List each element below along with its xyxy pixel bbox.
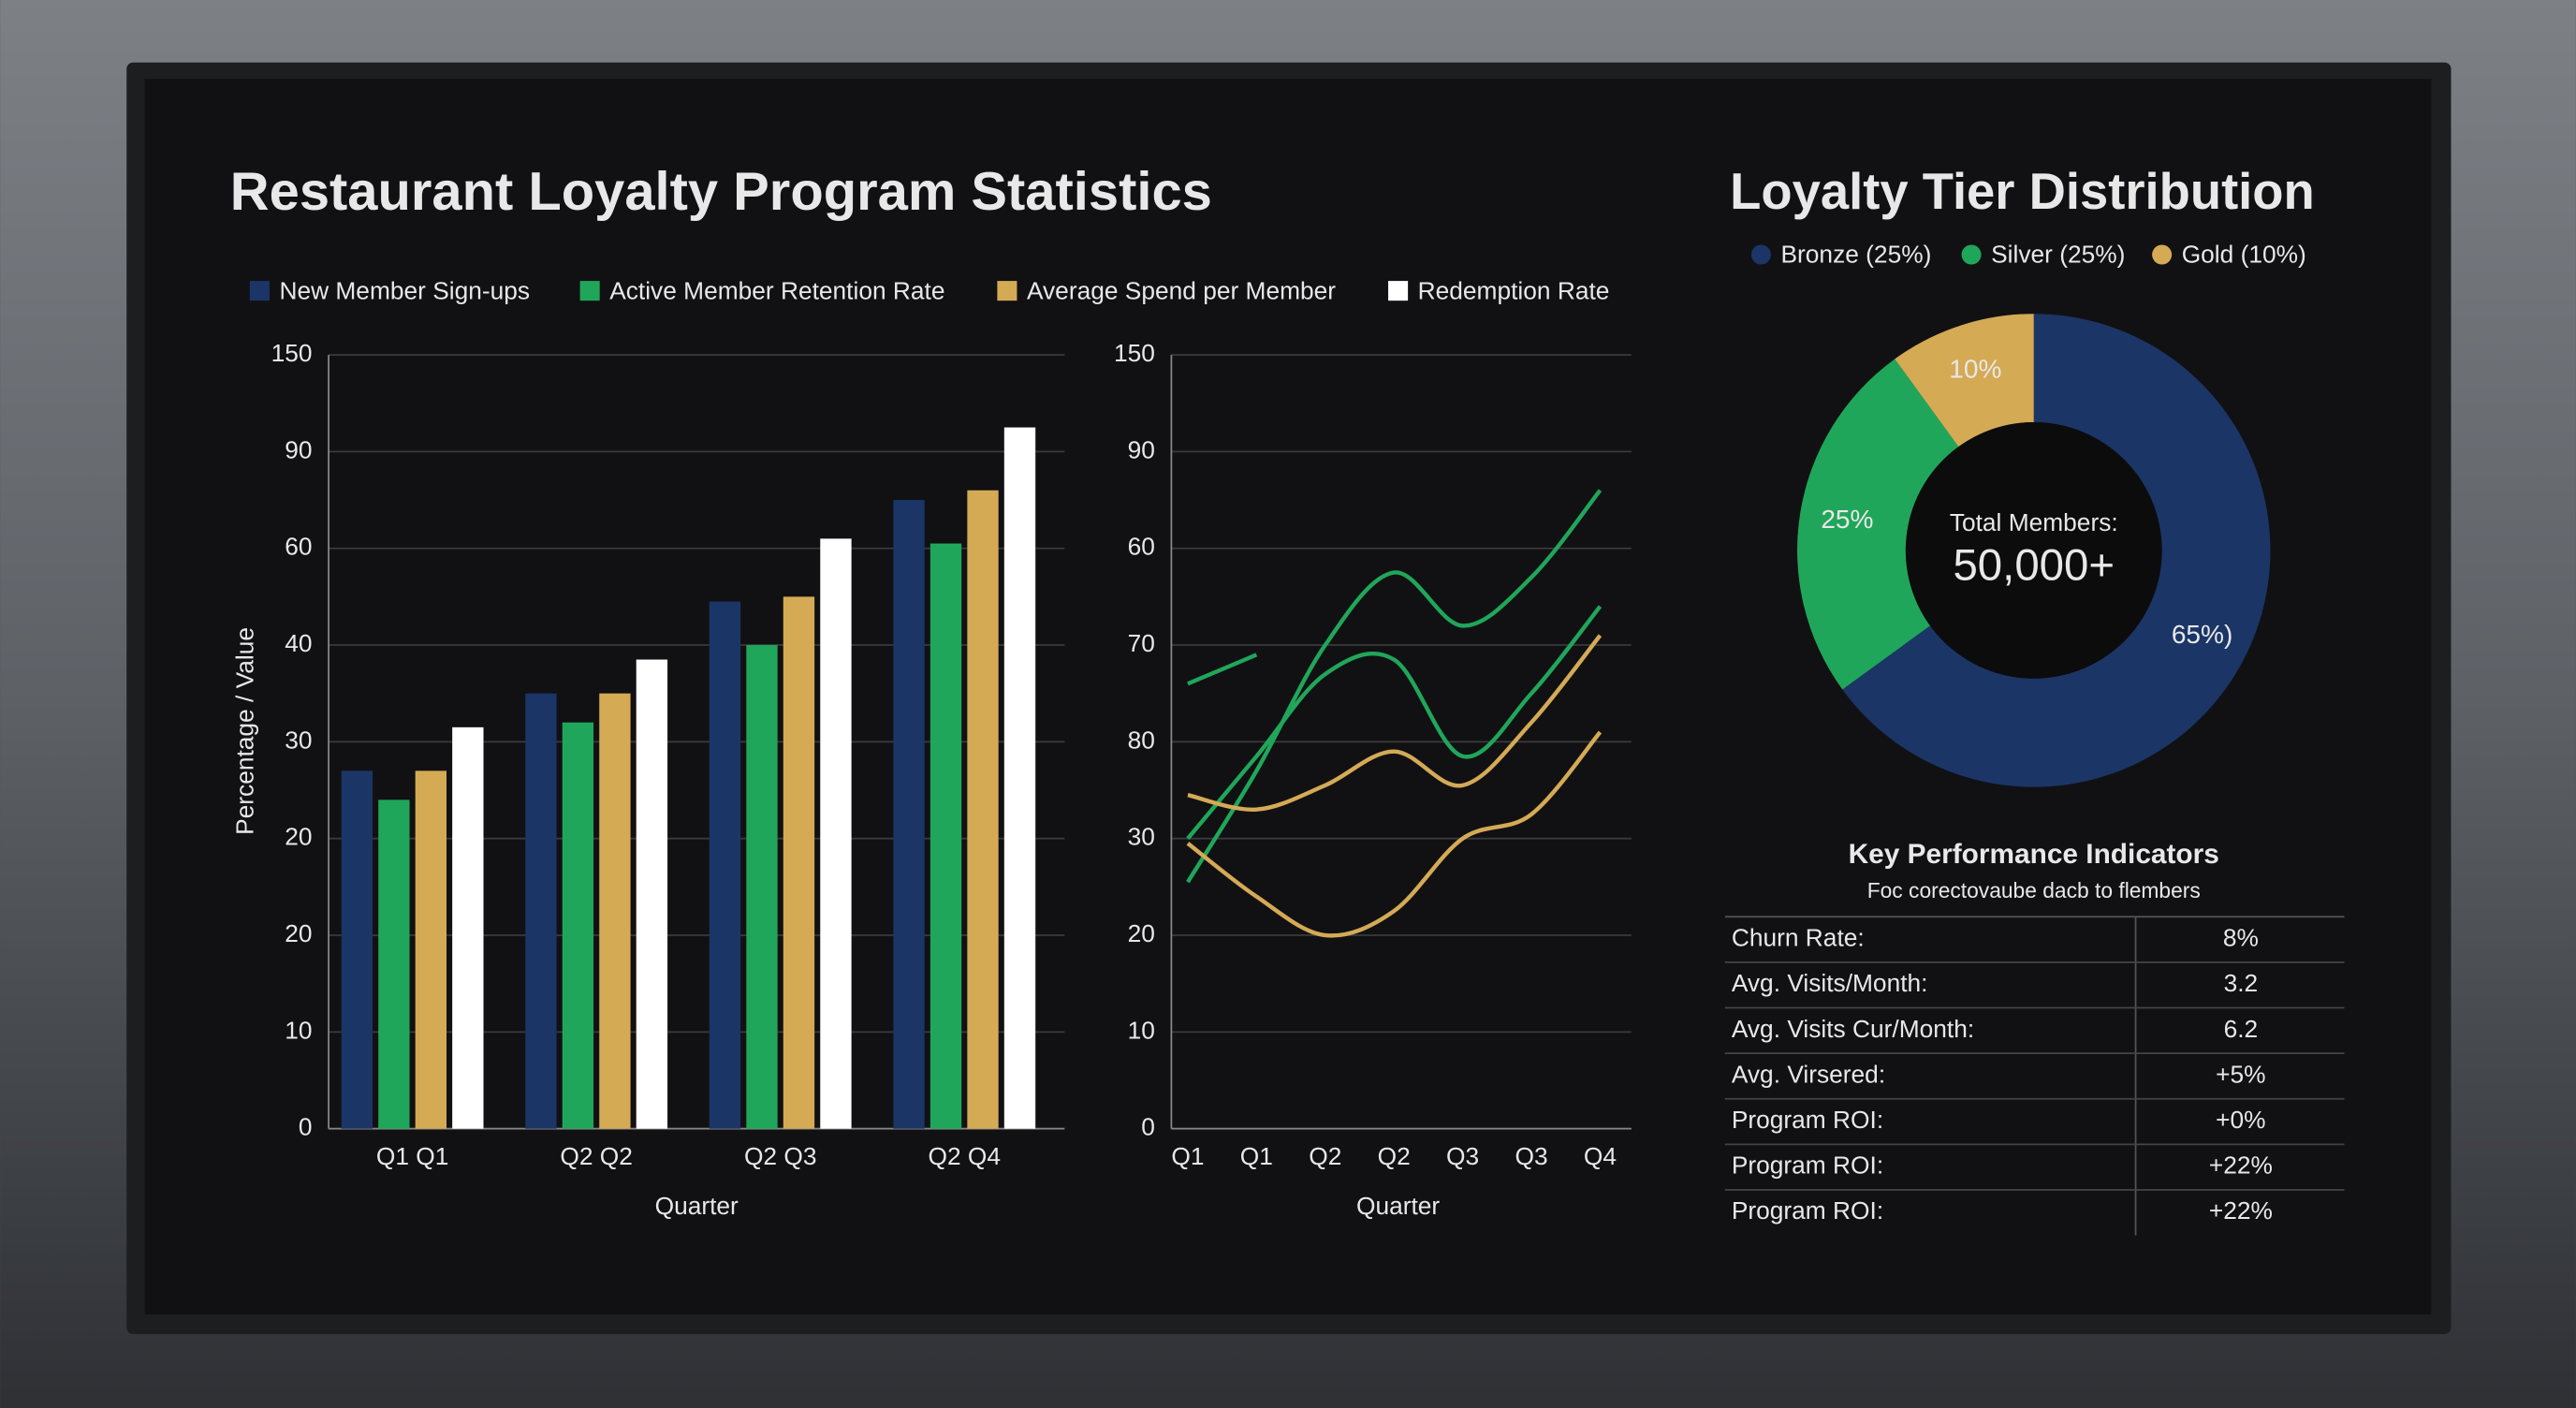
kpi-value: 6.2 <box>2224 1015 2259 1043</box>
bar <box>783 596 815 1129</box>
legend-label: Bronze (25%) <box>1780 241 1931 269</box>
kpi-value: 8% <box>2223 924 2259 952</box>
x-tick-label: Q2 <box>1309 1142 1341 1170</box>
y-tick-label: 30 <box>1128 823 1155 851</box>
y-tick-label: 0 <box>1141 1113 1155 1141</box>
line-series <box>1186 489 1603 884</box>
legend-dot <box>2152 244 2173 265</box>
line-series <box>1186 605 1603 841</box>
x-tick-label: Q3 <box>1446 1142 1479 1170</box>
x-tick-label: Q2 Q2 <box>560 1142 633 1170</box>
line-series <box>1187 634 1603 812</box>
bar <box>525 693 557 1129</box>
y-tick-label: 0 <box>299 1113 313 1141</box>
y-tick-label: 30 <box>285 726 312 754</box>
legend-dot <box>1750 244 1771 265</box>
kpi-value: 3.2 <box>2224 969 2259 997</box>
pie-title: Loyalty Tier Distribution <box>1730 163 2315 220</box>
x-axis-label: Quarter <box>1356 1192 1440 1220</box>
bar <box>415 770 447 1129</box>
x-tick-label: Q3 <box>1515 1142 1547 1170</box>
bar <box>967 490 999 1129</box>
y-axis-label: Percentage / Value <box>230 627 258 835</box>
bar <box>341 770 373 1129</box>
y-tick-label: 20 <box>285 823 312 851</box>
y-tick-label: 20 <box>285 919 312 947</box>
kpi-subtitle: Foc corectovaube dacb to flembers <box>1867 878 2201 902</box>
y-tick-label: 20 <box>1128 919 1155 947</box>
kpi-value: +5% <box>2216 1060 2265 1088</box>
y-tick-label: 60 <box>285 533 312 561</box>
kpi-label: Program ROI: <box>1732 1151 1883 1180</box>
y-tick-label: 90 <box>285 435 312 463</box>
center-value: 50,000+ <box>1953 541 2115 591</box>
bar <box>378 799 410 1129</box>
bar <box>709 601 741 1129</box>
x-tick-label: Q1 <box>1240 1142 1273 1170</box>
y-tick-label: 80 <box>1128 726 1155 754</box>
kpi-label: Avg. Virsered: <box>1732 1060 1885 1088</box>
legend-dot <box>1961 244 1982 265</box>
kpi-value: +0% <box>2216 1106 2265 1134</box>
kpi-value: +22% <box>2209 1196 2273 1225</box>
y-tick-label: 70 <box>1128 629 1155 657</box>
bar <box>893 500 925 1129</box>
legend-swatch <box>579 281 600 301</box>
x-axis-label: Quarter <box>655 1192 739 1220</box>
kpi-label: Avg. Visits/Month: <box>1732 969 1928 997</box>
pie-slice <box>1797 359 1959 690</box>
legend-swatch <box>997 281 1017 301</box>
x-tick-label: Q2 <box>1378 1142 1411 1170</box>
x-tick-label: Q1 Q1 <box>376 1142 449 1170</box>
pie-slice <box>1842 314 2271 787</box>
legend-label: Gold (10%) <box>2182 241 2306 269</box>
bar <box>599 693 631 1129</box>
legend-label: New Member Sign-ups <box>279 276 530 304</box>
bar <box>452 726 484 1129</box>
y-tick-label: 40 <box>285 629 312 657</box>
y-tick-label: 10 <box>285 1016 312 1044</box>
bar <box>1003 427 1036 1129</box>
pie-slice <box>1895 314 2034 447</box>
line-series <box>1187 653 1258 686</box>
kpi-label: Avg. Visits Cur/Month: <box>1732 1015 1974 1043</box>
legend-label: Redemption Rate <box>1418 276 1610 304</box>
kpi-label: Program ROI: <box>1732 1106 1883 1134</box>
legend-label: Average Spend per Member <box>1027 276 1336 304</box>
center-label: Total Members: <box>1950 508 2118 536</box>
legend-label: Silver (25%) <box>1991 241 2125 269</box>
y-tick-label: 90 <box>1128 435 1155 463</box>
y-tick-label: 60 <box>1128 533 1155 561</box>
kpi-label: Program ROI: <box>1732 1196 1883 1225</box>
dashboard-title: Restaurant Loyalty Program Statistics <box>230 162 1212 222</box>
legend-swatch <box>249 281 270 301</box>
bar <box>820 538 852 1129</box>
bar <box>562 722 594 1129</box>
x-tick-label: Q1 <box>1171 1142 1204 1170</box>
line-series <box>1186 730 1603 938</box>
kpi-value: +22% <box>2209 1151 2273 1180</box>
y-tick-label: 10 <box>1128 1016 1155 1044</box>
legend-label: Active Member Retention Rate <box>609 276 944 304</box>
kpi-title: Key Performance Indicators <box>1849 839 2219 870</box>
donut-hole <box>1905 422 2162 679</box>
slice-label: 65%) <box>2172 620 2233 649</box>
x-tick-label: Q4 <box>1584 1142 1617 1170</box>
kpi-label: Churn Rate: <box>1732 924 1865 952</box>
legend-swatch <box>1388 281 1409 301</box>
slice-label: 10% <box>1949 354 2001 383</box>
bar <box>746 645 778 1129</box>
y-tick-label: 150 <box>1114 339 1155 367</box>
x-tick-label: Q2 Q4 <box>929 1142 1002 1170</box>
x-tick-label: Q2 Q3 <box>744 1142 817 1170</box>
y-tick-label: 150 <box>271 339 313 367</box>
bar <box>929 543 962 1129</box>
bar <box>636 659 668 1129</box>
slice-label: 25% <box>1821 505 1873 534</box>
